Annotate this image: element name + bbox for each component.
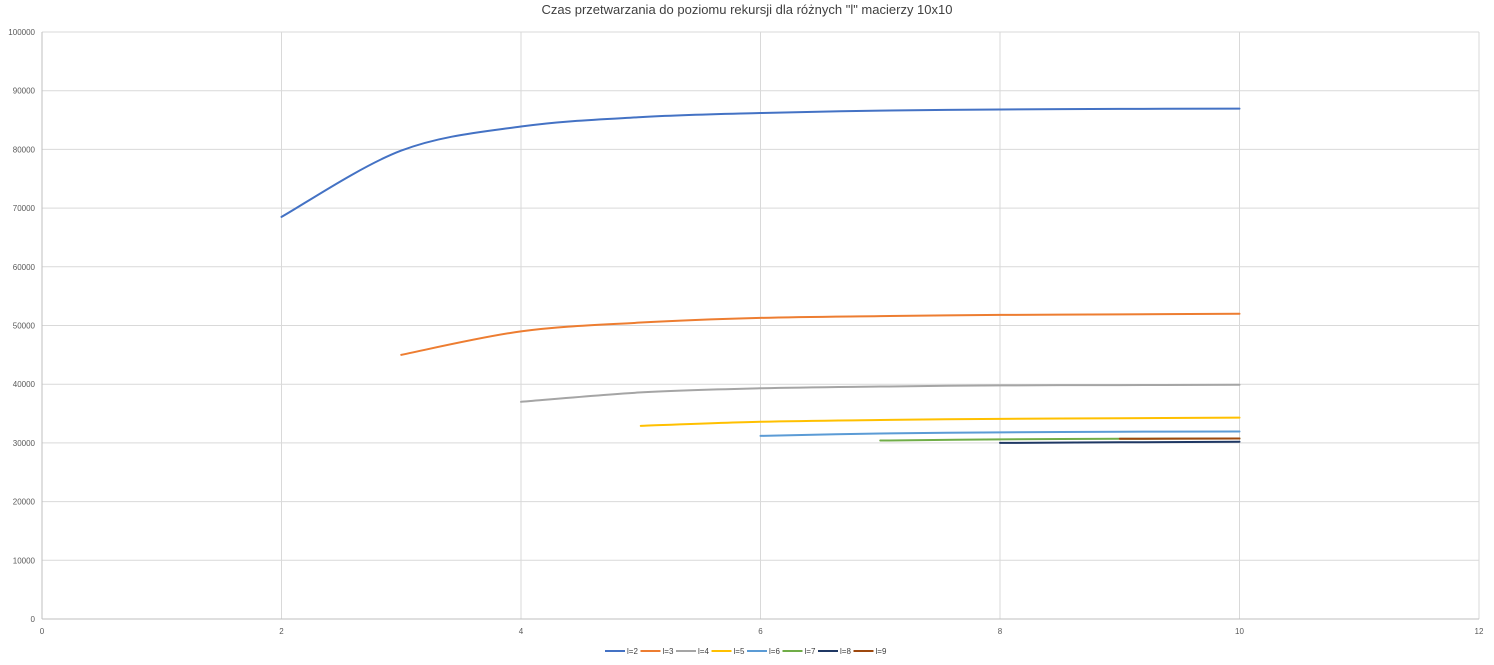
x-tick-label: 0 <box>40 627 45 636</box>
legend-item: l=5 <box>711 647 745 656</box>
y-tick-label: 90000 <box>13 87 36 96</box>
y-tick-label: 20000 <box>13 498 36 507</box>
legend-label: l=4 <box>698 647 709 656</box>
legend-label: l=9 <box>876 647 887 656</box>
series-line-l5 <box>639 416 1241 427</box>
y-tick-label: 0 <box>31 615 36 624</box>
grid <box>42 31 1480 619</box>
legend-label: l=8 <box>840 647 851 656</box>
x-tick-label: 4 <box>519 627 524 636</box>
series-line-l8 <box>999 440 1241 444</box>
legend-label: l=3 <box>663 647 674 656</box>
chart-title: Czas przetwarzania do poziomu rekursji d… <box>542 2 953 17</box>
y-tick-label: 60000 <box>13 263 36 272</box>
series-line-l3 <box>400 312 1241 356</box>
legend-label: l=5 <box>734 647 745 656</box>
legend-label: l=6 <box>769 647 780 656</box>
axes: 0 10000 20000 30000 40000 50000 60000 70000 8000… <box>8 28 1484 636</box>
legend-item: l=2 <box>605 647 638 656</box>
legend-item: l=3 <box>640 647 674 656</box>
x-tick-label: 6 <box>758 627 763 636</box>
legend-item: l=4 <box>676 647 709 656</box>
y-tick-label: 30000 <box>13 439 36 448</box>
legend-item: l=8 <box>818 647 851 656</box>
legend: l=2 l=3 l=4 l=5 l=6 l=7 l=8 l=9 <box>605 647 887 656</box>
series-line-l6 <box>759 430 1241 437</box>
legend-item: l=7 <box>782 647 816 656</box>
legend-item: l=6 <box>747 647 780 656</box>
x-tick-label: 8 <box>998 627 1003 636</box>
x-tick-label: 12 <box>1475 627 1484 636</box>
legend-label: l=7 <box>805 647 816 656</box>
series-group <box>280 107 1241 444</box>
x-tick-label: 2 <box>279 627 284 636</box>
y-tick-label: 80000 <box>13 145 36 154</box>
y-tick-label: 100000 <box>8 28 35 37</box>
series-line-l2 <box>280 107 1241 218</box>
legend-item: l=9 <box>853 647 887 656</box>
y-tick-label: 70000 <box>13 204 36 213</box>
series-line-l4 <box>520 383 1241 403</box>
y-tick-label: 10000 <box>13 556 36 565</box>
y-tick-label: 40000 <box>13 380 36 389</box>
y-tick-label: 50000 <box>13 322 36 331</box>
x-tick-label: 10 <box>1235 627 1244 636</box>
legend-label: l=2 <box>627 647 638 656</box>
